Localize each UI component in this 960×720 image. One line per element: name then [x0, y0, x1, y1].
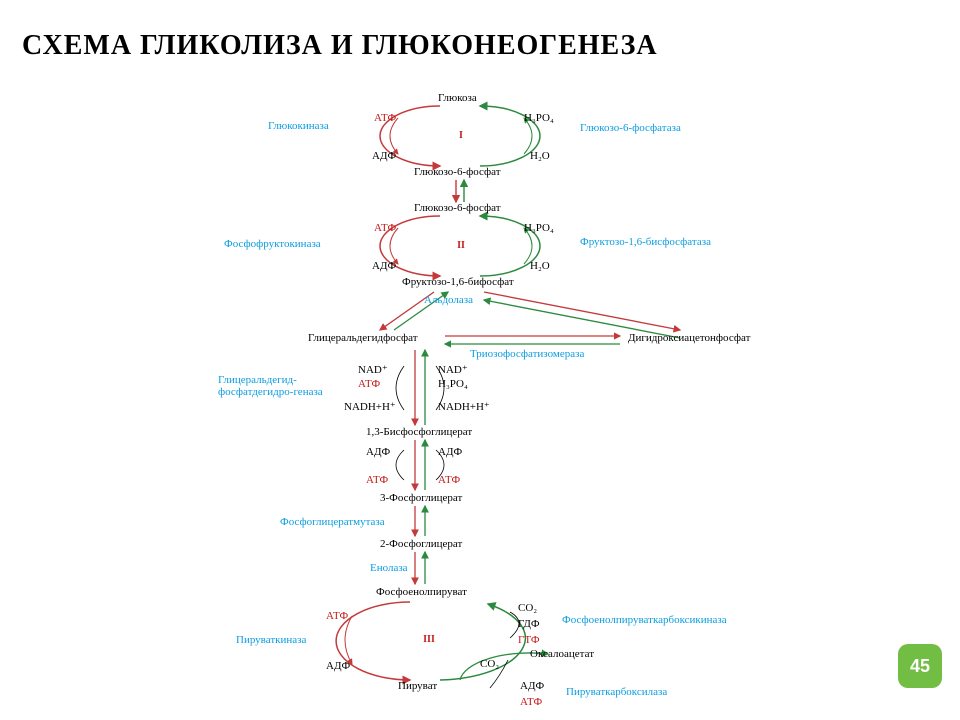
page-title: СХЕМА ГЛИКОЛИЗА И ГЛЮКОНЕОГЕНЕЗА — [22, 30, 658, 62]
cofactor-adp-pc: АДФ — [520, 680, 544, 692]
enzyme-enolase: Енолаза — [370, 562, 408, 574]
metabolite-pep: Фосфоенолпируват — [376, 586, 467, 598]
cofactor-atp-pk: АТФ — [326, 610, 348, 622]
metabolite-g6p-b: Глюкозо-6-фосфат — [414, 202, 501, 214]
enzyme-pc: Пируваткарбоксилаза — [566, 686, 667, 698]
cofactor-adp-3r: АДФ — [438, 446, 462, 458]
enzyme-pepck: Фосфоенолпируваткарбоксикиназа — [562, 614, 727, 626]
cofactor-nad-r: NAD⁺ — [438, 363, 468, 376]
cofactor-adp-2: АДФ — [372, 260, 396, 272]
enzyme-glucokinase: Глюкокиназа — [268, 120, 329, 132]
cofactor-gdp: ГДФ — [518, 618, 540, 630]
metabolite-dhap: Дигидроксиацетонфосфат — [628, 332, 750, 344]
enzyme-gapdh: Глицеральдегид-фосфатдегидро-геназа — [218, 374, 328, 398]
step-marker-I: I — [452, 130, 470, 142]
cofactor-h3po4-2: Н₃РО₄ — [524, 222, 554, 234]
cofactor-h3po4-1: Н₃РО₄ — [524, 112, 554, 124]
cofactor-nad-l: NAD⁺ — [358, 363, 388, 376]
cofactor-atp-3r: АТФ — [438, 474, 460, 486]
enzyme-pfk: Фосфофруктокиназа — [224, 238, 321, 250]
slide-number-badge: 45 — [898, 644, 942, 688]
cofactor-nadh-l: NADH+H⁺ — [344, 400, 396, 413]
enzyme-tpi: Триозофосфатизомераза — [470, 348, 584, 360]
metabolite-2pg: 2-Фосфоглицерат — [380, 538, 462, 550]
step-marker-III: III — [420, 634, 438, 646]
enzyme-pgm: Фосфоглицератмутаза — [280, 516, 385, 528]
enzyme-fbpase: Фруктозо-1,6-бисфосфатаза — [580, 236, 711, 248]
step-marker-II: II — [452, 240, 470, 252]
enzyme-pk: Пируваткиназа — [236, 634, 306, 646]
cofactor-atp-2: АТФ — [374, 222, 396, 234]
enzyme-aldolase: Альдолаза — [424, 294, 473, 306]
cofactor-adp-pk: АДФ — [326, 660, 350, 672]
enzyme-g6pase: Глюкозо-6-фосфатаза — [580, 122, 681, 134]
cofactor-co2-pc: СО₂ — [480, 658, 499, 670]
metabolite-f16bp: Фруктозо-1,6-бифосфат — [402, 276, 514, 288]
cofactor-adp-3l: АДФ — [366, 446, 390, 458]
cofactor-h2o-2: Н₂О — [530, 260, 550, 272]
cofactor-h3po4-gap: Н₃РО₄ — [438, 378, 468, 390]
metabolite-oaa: Оксалоацетат — [530, 648, 594, 660]
metabolite-13bpg: 1,3-Бисфосфоглицерат — [366, 426, 472, 438]
metabolite-3pg: 3-Фосфоглицерат — [380, 492, 462, 504]
cofactor-adp-1: АДФ — [372, 150, 396, 162]
metabolite-pyruvate: Пируват — [398, 680, 437, 692]
cofactor-co2-pepck: СО₂ — [518, 602, 537, 614]
cofactor-h2o-1: Н₂О — [530, 150, 550, 162]
metabolite-gap: Глицеральдегидфосфат — [308, 332, 418, 344]
cofactor-atp-gap: АТФ — [358, 378, 380, 390]
cofactor-atp-pc: АТФ — [520, 696, 542, 708]
metabolite-g6p-a: Глюкозо-6-фосфат — [414, 166, 501, 178]
pathway-svg — [0, 0, 960, 720]
cofactor-atp-1: АТФ — [374, 112, 396, 124]
cofactor-nadh-r: NADH+H⁺ — [438, 400, 490, 413]
cofactor-atp-3l: АТФ — [366, 474, 388, 486]
cofactor-gtp: ГТФ — [518, 634, 540, 646]
metabolite-glucose: Глюкоза — [438, 92, 477, 104]
